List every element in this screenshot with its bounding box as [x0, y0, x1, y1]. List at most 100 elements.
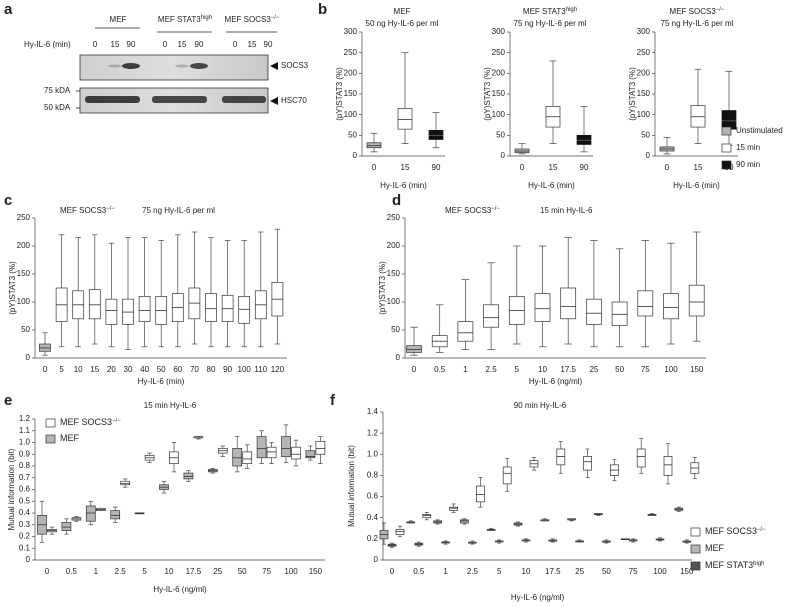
x-tick-label: 0.5: [66, 567, 78, 576]
text-part: MEF SOCS3: [670, 7, 717, 16]
y-tick-label: 200: [637, 68, 651, 77]
legend-swatch: [45, 418, 56, 428]
y-tick-label: 1.2: [19, 414, 31, 423]
box: [366, 142, 382, 149]
y-tick-label: 0.9: [19, 449, 31, 458]
y-tick-label: 0.3: [19, 520, 31, 529]
text-part: 75 ng Hy-IL-6 per ml: [661, 19, 734, 28]
box: [483, 304, 499, 328]
x-tick-label: 90: [580, 163, 589, 172]
x-tick-label: 80: [207, 365, 216, 374]
chart-title: 15 min Hy-IL-6: [144, 401, 197, 410]
y-tick-label: 0.6: [19, 485, 31, 494]
legend-label: 90 min: [736, 160, 760, 169]
box: [560, 287, 577, 320]
y-tick-label: 0: [646, 151, 651, 160]
text-part: high: [201, 15, 212, 21]
box: [690, 105, 706, 128]
y-tick-label: 150: [387, 269, 401, 278]
lane-label: 15: [178, 40, 187, 49]
x-tick-label: 100: [664, 365, 678, 374]
box: [460, 519, 469, 524]
legend-swatch: [45, 434, 56, 444]
x-tick-label: 5: [497, 567, 502, 576]
box: [576, 134, 592, 145]
y-tick-label: 1.0: [367, 449, 379, 458]
legend-label: Unstimulated: [736, 126, 783, 135]
legend-label: MEF SOCS3−/−: [60, 417, 121, 427]
box: [305, 450, 316, 459]
y-tick-label: 250: [17, 213, 31, 222]
text-part: 90 min Hy-IL-6: [514, 401, 567, 410]
y-tick-label: 100: [387, 297, 401, 306]
legend-label: MEF STAT3high: [705, 560, 765, 570]
arrow: [270, 62, 278, 70]
text-part: MEF SOCS3: [60, 417, 112, 427]
x-tick-label: 75: [262, 567, 271, 576]
text-part: −/−: [112, 418, 121, 424]
text-part: high: [753, 561, 764, 567]
x-tick-label: 10: [538, 365, 547, 374]
text-part: −/−: [716, 7, 725, 13]
y-tick-label: 250: [637, 48, 651, 57]
legend-label: MEF: [705, 543, 725, 553]
legend-swatch: [721, 160, 732, 170]
y-tick-label: 1.2: [367, 428, 379, 437]
y-tick-label: 200: [17, 241, 31, 250]
y-axis-label: Mutual information (bit): [347, 445, 356, 527]
chart-title: 75 ng Hy-IL-6 per ml: [514, 19, 587, 28]
x-tick-label: 2.5: [467, 567, 479, 576]
box: [449, 506, 458, 511]
y-tick-label: 300: [637, 27, 651, 36]
y-tick-label: 1.1: [19, 426, 31, 435]
x-tick-label: 0: [412, 365, 417, 374]
x-tick-label: 2.5: [115, 567, 127, 576]
y-tick-label: 0.5: [19, 496, 31, 505]
text-part: MEF STAT3: [523, 7, 566, 16]
box: [291, 446, 301, 460]
y-tick-label: 0.4: [367, 513, 379, 522]
y-tick-label: 100: [344, 110, 358, 119]
x-tick-label: 10: [165, 567, 174, 576]
text-part: MEF SOCS3: [445, 206, 492, 215]
box: [395, 528, 405, 535]
x-tick-label: 5: [142, 567, 147, 576]
x-tick-label: 30: [124, 365, 133, 374]
legend-label: MEF: [60, 433, 80, 443]
x-tick-label: 2.5: [486, 365, 498, 374]
chart-title: MEF SOCS3−/−: [445, 206, 500, 216]
y-axis-label: (pY)STAT3 (%): [483, 67, 492, 121]
x-tick-label: 10: [74, 365, 83, 374]
chart-title: MEF STAT3high: [523, 7, 577, 17]
x-tick-label: 5: [59, 365, 64, 374]
legend-label: 15 min: [736, 143, 760, 152]
y-tick-label: 0: [501, 151, 506, 160]
x-tick-label: 17.5: [545, 567, 561, 576]
box: [428, 130, 444, 140]
band-label: HSC70: [281, 96, 307, 105]
text-part: MEF: [110, 15, 127, 24]
panel-label: a: [4, 1, 13, 18]
marker-label: 75 kDA: [44, 86, 71, 95]
x-axis-label: Hy-IL-6 (min): [380, 181, 427, 190]
y-tick-label: 0: [26, 555, 31, 564]
y-tick-label: 0: [374, 555, 379, 564]
y-tick-label: 50: [391, 325, 400, 334]
x-axis-label: Hy-IL-6 (ng/ml): [511, 593, 565, 602]
y-axis-label: (pY)STAT3 (%): [628, 67, 637, 121]
box: [183, 472, 194, 480]
lane-label: 0: [93, 40, 98, 49]
x-tick-label: 75: [641, 365, 650, 374]
box: [457, 321, 474, 342]
x-tick-label: 15: [401, 163, 410, 172]
box: [534, 293, 551, 322]
x-tick-label: 150: [309, 567, 323, 576]
box: [256, 436, 267, 459]
y-tick-label: 0.8: [367, 471, 379, 480]
y-axis-label: (pY)STAT3 (%): [8, 261, 17, 315]
box: [636, 448, 646, 468]
text-part: −/−: [757, 527, 766, 533]
box: [110, 510, 121, 520]
y-tick-label: 300: [492, 27, 506, 36]
